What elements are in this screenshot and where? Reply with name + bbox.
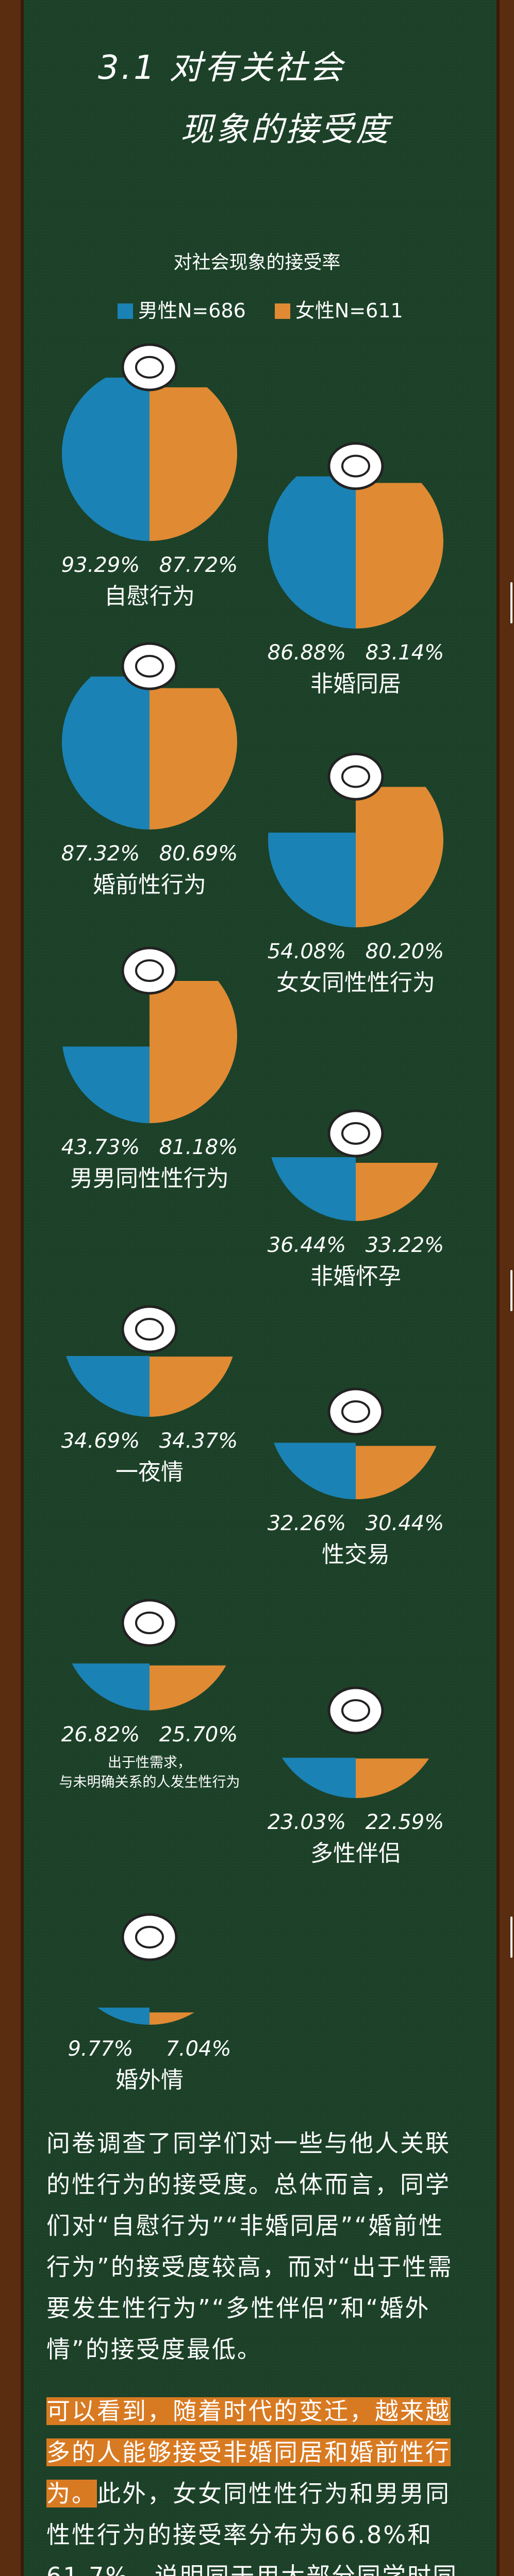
highlight-paragraph: 可以看到，随着时代的变迁，越来越多的人能够接受非婚同居和婚前性行为。此外，女女同… [46, 2391, 459, 2576]
pie-half-male [72, 1663, 150, 1710]
title-line-1: 3.1 对有关社会 [98, 49, 345, 87]
male-percentage: 26.82% [61, 1723, 140, 1747]
pie-half-female [150, 1665, 226, 1710]
male-percentage: 32.26% [268, 1512, 346, 1535]
pie-half-female [150, 980, 237, 1123]
pie-half-male [62, 377, 150, 541]
legend-male-label: 男性N=686 [138, 299, 246, 322]
item-name: 一夜情 [115, 1459, 184, 1485]
pie-half-male [271, 1157, 356, 1221]
legend-swatch-male [118, 303, 133, 319]
female-percentage: 83.14% [366, 641, 444, 665]
pie-half-female [356, 1758, 429, 1798]
female-percentage: 25.70% [159, 1723, 238, 1747]
female-percentage: 7.04% [165, 2037, 231, 2061]
male-symbols-icon [121, 946, 178, 995]
item-name: 性交易 [322, 1541, 390, 1568]
money-icon [327, 1387, 384, 1436]
male-percentage: 87.32% [61, 842, 140, 866]
pie-half-female [150, 688, 238, 829]
female-percentage: 22.59% [366, 1810, 444, 1834]
female-percentage: 87.72% [159, 553, 238, 577]
female-percentage: 80.69% [159, 842, 238, 866]
item-name: 非婚怀孕 [310, 1263, 401, 1290]
female-percentage: 81.18% [159, 1136, 238, 1159]
pie-half-female [356, 1446, 437, 1499]
male-percentage: 9.77% [68, 2037, 133, 2061]
couple-icon [121, 1913, 178, 1961]
pregnant-woman-icon [327, 1109, 384, 1158]
scrollbar-mark [510, 1270, 512, 1311]
pie-half-female [150, 1357, 233, 1417]
item-name: 男男同性性行为 [70, 1165, 229, 1192]
item-name: 非婚同居 [310, 671, 401, 697]
item-name: 多性伴侣 [310, 1840, 401, 1867]
summary-paragraph: 问卷调查了同学们对一些与他人关联的性行为的接受度。总体而言，同学们对“自慰行为”… [46, 2129, 453, 2363]
item-name: 自慰行为 [104, 583, 195, 609]
male-percentage: 86.88% [268, 641, 346, 665]
scrollbar-mark [510, 582, 512, 623]
banana-icon [121, 343, 178, 392]
male-percentage: 93.29% [61, 553, 140, 577]
male-percentage: 43.73% [61, 1136, 140, 1159]
pie-half-male [66, 1356, 150, 1417]
male-percentage: 36.44% [268, 1233, 346, 1257]
legend-female-label: 女性N=611 [295, 299, 403, 322]
scrollbar-mark [510, 1917, 512, 1958]
male-percentage: 23.03% [268, 1810, 346, 1834]
legend-female: 女性N=611 [274, 295, 403, 323]
male-percentage: 34.69% [61, 1429, 140, 1453]
peach-icon [327, 1686, 384, 1735]
female-percentage: 34.37% [159, 1429, 238, 1453]
title-line-2: 现象的接受度 [180, 111, 391, 149]
item-name: 女女同性性行为 [276, 970, 435, 996]
item-name: 婚外情 [115, 2067, 184, 2093]
pie-half-female [150, 387, 237, 541]
item-name: 婚前性行为 [93, 872, 206, 898]
pie-half-male [274, 1443, 356, 1499]
item-name-line-1: 出于性需求， [108, 1755, 191, 1771]
paragraph-continuation: 此外，女女同性性行为和男男同性性行为的接受率分布为66.8%和61.7%，说明同… [46, 2480, 458, 2576]
pie-half-male [281, 1757, 356, 1798]
legend: 男性N=686 女性N=611 [118, 295, 426, 323]
thermometer-icon [121, 1599, 178, 1647]
male-percentage: 54.08% [268, 940, 346, 963]
419-icon [121, 1305, 178, 1353]
female-percentage: 33.22% [366, 1233, 444, 1257]
female-percentage: 30.44% [366, 1512, 444, 1535]
chart-heading: 对社会现象的接受率 [173, 252, 341, 273]
pie-half-female [356, 1163, 439, 1221]
female-symbols-icon [327, 752, 384, 801]
legend-male: 男性N=686 [118, 295, 246, 323]
pie-half-male [62, 1046, 150, 1123]
pie-half-female [356, 483, 444, 629]
pie-half-male [268, 833, 356, 927]
pie-half-male [268, 476, 356, 629]
pie-half-female [150, 2012, 194, 2025]
female-percentage: 80.20% [366, 940, 444, 963]
pie-half-male [62, 676, 150, 829]
house-icon [327, 442, 384, 490]
pie-half-male [97, 2007, 150, 2025]
legend-swatch-female [274, 303, 290, 319]
pie-half-female [356, 787, 444, 927]
item-name-line-2: 与未明确关系的人发生性行为 [59, 1774, 240, 1790]
bed-icon [121, 642, 178, 690]
